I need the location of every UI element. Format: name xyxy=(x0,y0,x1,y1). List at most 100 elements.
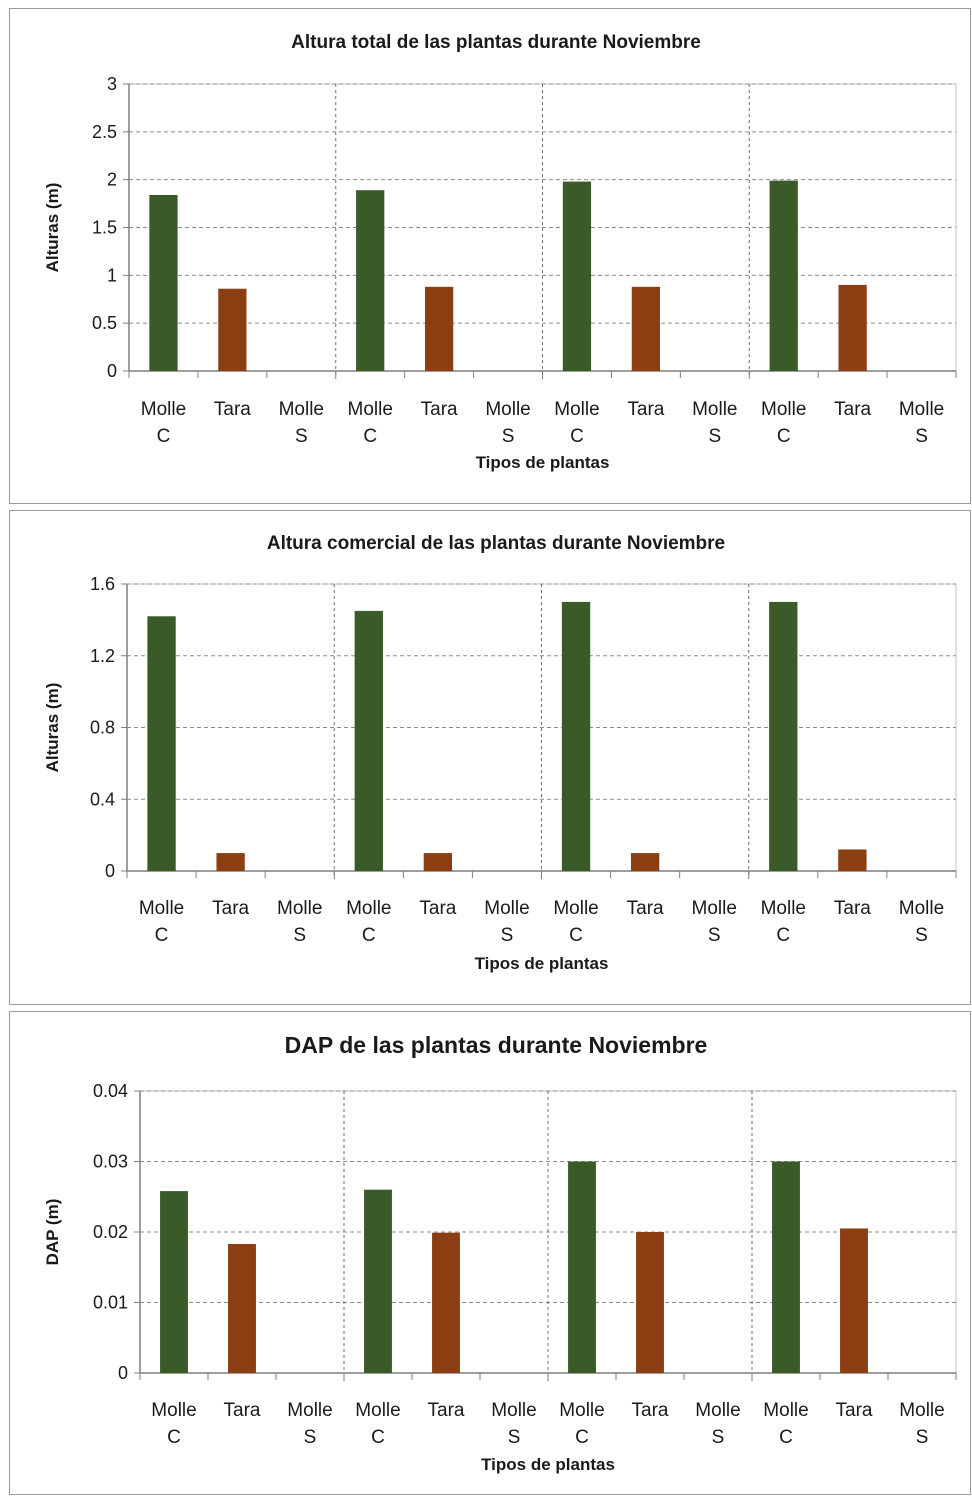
bar xyxy=(160,1191,188,1373)
x-category-label: Molle xyxy=(761,898,806,919)
bar xyxy=(568,1161,596,1373)
x-category-label: Molle xyxy=(554,399,599,420)
y-tick-label: 1.6 xyxy=(90,574,115,594)
y-tick-label: 1.2 xyxy=(90,646,115,666)
x-category-sublabel: S xyxy=(915,426,928,447)
x-category-sublabel: S xyxy=(915,925,928,946)
x-axis-label: Tipos de plantas xyxy=(475,954,609,973)
x-category-label: Tara xyxy=(212,898,249,919)
chart-title: Altura comercial de las plantas durante … xyxy=(267,533,725,554)
bar xyxy=(630,853,660,871)
x-category-label: Tara xyxy=(632,1400,669,1421)
x-category-sublabel: C xyxy=(363,426,377,447)
x-category-label: Molle xyxy=(348,399,393,420)
x-category-sublabel: C xyxy=(167,1427,181,1448)
bar xyxy=(356,190,385,371)
y-tick-label: 2 xyxy=(107,170,117,190)
bar xyxy=(147,616,176,871)
chart-title: DAP de las plantas durante Noviembre xyxy=(285,1032,708,1058)
x-category-label: Molle xyxy=(279,399,324,420)
bar xyxy=(562,181,592,371)
y-tick-label: 0 xyxy=(107,361,117,381)
x-category-sublabel: C xyxy=(155,925,169,946)
chart-altura-total: 0 0.5 1 1.5 2 2.5 3 Molle C Tara Molle S Molle C Tara M… xyxy=(43,32,957,472)
y-tick-label: 0 xyxy=(105,861,115,881)
bar xyxy=(228,1243,256,1373)
x-category-label: Molle xyxy=(559,1400,604,1421)
x-category-sublabel: S xyxy=(293,925,306,946)
x-category-label: Tara xyxy=(834,399,871,420)
x-category-label: Molle xyxy=(141,399,186,420)
x-category-sublabel: C xyxy=(569,925,583,946)
y-tick-label: 0.5 xyxy=(92,313,117,333)
x-category-sublabel: S xyxy=(916,1427,929,1448)
x-category-label: Molle xyxy=(484,898,529,919)
x-category-label: Molle xyxy=(763,1400,808,1421)
bar xyxy=(423,853,453,871)
x-category-label: Molle xyxy=(899,1400,944,1421)
x-category-label: Molle xyxy=(151,1400,196,1421)
x-category-sublabel: C xyxy=(362,925,376,946)
y-tick-label: 0 xyxy=(118,1363,128,1383)
x-category-sublabel: S xyxy=(508,1427,521,1448)
x-category-label: Tara xyxy=(428,1400,465,1421)
y-tick-label: 0.03 xyxy=(93,1152,128,1172)
x-category-sublabel: S xyxy=(708,426,721,447)
x-category-sublabel: C xyxy=(575,1427,589,1448)
chart-altura-comercial: 0 0.4 0.8 1.2 1.6 Molle C Tara Molle S Molle C Tara M… xyxy=(43,533,957,973)
x-category-label: Tara xyxy=(419,898,456,919)
x-category-label: Molle xyxy=(553,898,598,919)
x-category-label: Tara xyxy=(627,898,664,919)
bar xyxy=(218,288,247,371)
x-category-sublabel: C xyxy=(157,426,171,447)
bar xyxy=(561,601,591,871)
x-category-label: Molle xyxy=(491,1400,536,1421)
y-tick-label: 0.01 xyxy=(93,1293,128,1313)
bar xyxy=(838,284,867,371)
x-category-label: Tara xyxy=(627,399,664,420)
x-category-label: Tara xyxy=(421,399,458,420)
y-tick-label: 1.5 xyxy=(92,218,117,238)
x-category-label: Molle xyxy=(485,399,530,420)
x-category-label: Molle xyxy=(692,898,737,919)
x-category-sublabel: S xyxy=(502,426,515,447)
x-category-label: Tara xyxy=(224,1400,261,1421)
bar xyxy=(769,601,798,871)
x-category-sublabel: S xyxy=(712,1427,725,1448)
bar xyxy=(838,849,867,871)
bar xyxy=(432,1232,460,1373)
bar xyxy=(840,1228,868,1373)
x-category-sublabel: S xyxy=(501,925,514,946)
x-category-label: Molle xyxy=(761,399,806,420)
x-category-sublabel: C xyxy=(776,925,790,946)
bar xyxy=(354,610,383,871)
y-tick-label: 3 xyxy=(107,74,117,94)
x-axis-label: Tipos de plantas xyxy=(481,1455,615,1474)
x-category-sublabel: C xyxy=(371,1427,385,1448)
bar xyxy=(636,1232,664,1373)
x-category-sublabel: C xyxy=(779,1427,793,1448)
bar xyxy=(631,286,661,371)
y-tick-label: 0.8 xyxy=(90,718,115,738)
chart-panel-altura-total: 0 0.5 1 1.5 2 2.5 3 Molle C Tara Molle S Molle C Tara M… xyxy=(9,8,971,504)
bar xyxy=(364,1189,392,1373)
x-category-label: Molle xyxy=(899,399,944,420)
x-category-label: Tara xyxy=(834,898,871,919)
y-tick-label: 0.4 xyxy=(90,789,115,809)
x-category-label: Molle xyxy=(139,898,184,919)
bar xyxy=(769,180,798,371)
x-axis-label: Tipos de plantas xyxy=(476,453,610,472)
x-category-sublabel: S xyxy=(304,1427,317,1448)
x-category-label: Tara xyxy=(214,399,251,420)
chart-panel-altura-comercial: 0 0.4 0.8 1.2 1.6 Molle C Tara Molle S Molle C Tara M… xyxy=(9,510,971,1005)
y-axis-label: DAP (m) xyxy=(43,1199,62,1266)
x-category-label: Molle xyxy=(355,1400,400,1421)
x-category-sublabel: C xyxy=(777,426,791,447)
y-tick-label: 0.04 xyxy=(93,1081,128,1101)
x-category-label: Tara xyxy=(836,1400,873,1421)
bar xyxy=(216,853,245,871)
x-category-label: Molle xyxy=(899,898,944,919)
x-category-label: Molle xyxy=(695,1400,740,1421)
x-category-label: Molle xyxy=(287,1400,332,1421)
